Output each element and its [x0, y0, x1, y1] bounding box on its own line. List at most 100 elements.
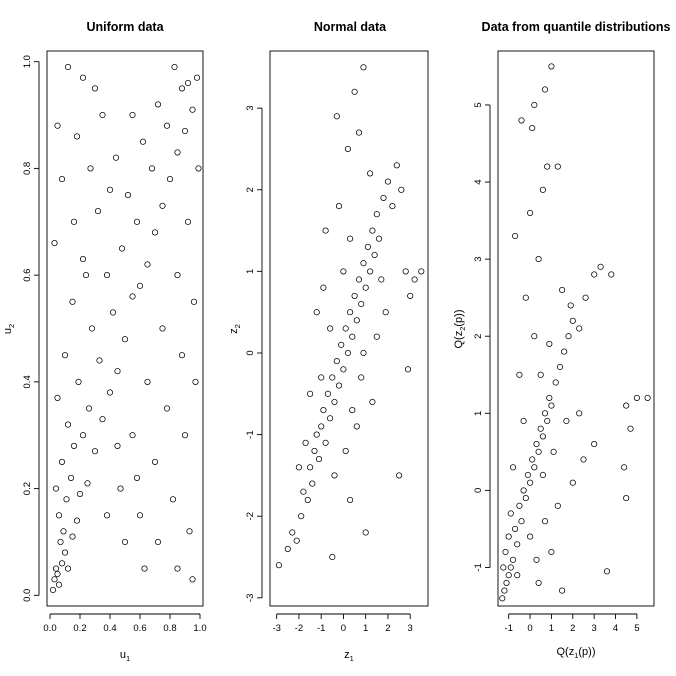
- y-tick-label: 5: [473, 102, 484, 107]
- y-axis-label-base: z: [228, 328, 240, 334]
- scatter-point: [129, 293, 136, 300]
- scatter-point: [360, 260, 367, 267]
- scatter-point: [184, 79, 192, 87]
- scatter-points: [499, 63, 651, 602]
- scatter-point: [373, 211, 380, 218]
- scatter-point: [531, 333, 538, 340]
- scatter-point: [139, 138, 147, 145]
- y-tick-label: 3: [245, 105, 256, 110]
- y-tick-label: 0.8: [22, 162, 33, 175]
- scatter-point: [57, 538, 64, 546]
- scatter-point: [163, 122, 171, 129]
- scatter-point: [75, 378, 82, 385]
- x-axis-label-base: z: [344, 649, 350, 661]
- scatter-point: [362, 529, 369, 536]
- scatter-point: [293, 537, 300, 544]
- scatter-point: [522, 294, 529, 301]
- scatter-point: [520, 487, 527, 494]
- scatter-point: [552, 379, 559, 386]
- scatter-point: [623, 402, 630, 409]
- scatter-point: [559, 286, 566, 294]
- scatter-point: [548, 402, 555, 409]
- scatter-point: [166, 176, 174, 183]
- scatter-point: [398, 186, 405, 193]
- scatter-point: [569, 317, 576, 324]
- scatter-point: [527, 209, 534, 216]
- scatter-point: [141, 565, 148, 572]
- x-tick-label: 2: [385, 623, 390, 634]
- y-axis-label-base: u: [2, 328, 14, 334]
- x-tick-label: -3: [272, 623, 280, 634]
- scatter-point: [307, 464, 314, 471]
- y-axis-label-subscript: 2: [7, 324, 16, 328]
- scatter-point: [535, 448, 542, 455]
- y-tick-label: -2: [245, 512, 256, 520]
- scatter-point: [378, 276, 385, 283]
- scatter-point: [192, 378, 199, 385]
- scatter-point: [367, 268, 374, 275]
- scatter-point: [96, 357, 103, 364]
- scatter-point: [527, 533, 534, 540]
- scatter-point: [114, 442, 121, 449]
- scatter-point: [99, 111, 106, 119]
- scatter-point: [539, 186, 546, 193]
- scatter-point: [304, 496, 311, 503]
- scatter-point: [178, 352, 186, 359]
- scatter-point: [548, 63, 555, 70]
- x-tick-label: -1: [504, 623, 512, 634]
- scatter-point: [407, 292, 414, 299]
- y-tick-label: 0.2: [22, 482, 33, 495]
- x-tick-label: 0: [341, 623, 346, 634]
- scatter-point: [91, 85, 99, 92]
- scatter-point: [174, 149, 181, 156]
- scatter-point: [518, 518, 525, 525]
- scatter-point: [144, 261, 151, 268]
- scatter-point: [533, 556, 540, 563]
- y-tick-label: 2: [245, 187, 256, 192]
- scatter-point: [621, 464, 628, 471]
- scatter-point: [529, 125, 536, 132]
- panel-quantile-distributions: Data from quantile distributions -1 0 1 2 3 4…: [453, 20, 670, 660]
- scatter-point: [73, 517, 81, 524]
- scatter-point: [367, 170, 374, 177]
- scatter-point: [320, 407, 327, 414]
- scatter-point: [500, 564, 507, 571]
- scatter-point: [52, 485, 60, 492]
- scatter-point: [541, 410, 549, 417]
- y-tick-label: 3: [473, 256, 484, 261]
- scatter-point: [347, 235, 354, 242]
- scatter-point: [85, 405, 93, 412]
- scatter-point: [340, 366, 347, 373]
- scatter-point: [347, 496, 354, 503]
- scatter-point: [151, 458, 159, 465]
- scatter-point: [275, 562, 282, 569]
- scatter-point: [340, 268, 347, 275]
- scatter-point: [550, 448, 557, 455]
- scatter-point: [580, 456, 587, 463]
- y-axis-label: u2: [2, 324, 16, 334]
- scatter-point: [315, 456, 323, 463]
- scatter-point: [344, 145, 351, 152]
- scatter-points: [275, 64, 425, 569]
- y-tick-label: 0.4: [22, 375, 33, 388]
- scatter-point: [531, 464, 538, 471]
- x-tick-label: 0.6: [133, 623, 146, 634]
- scatter-point: [148, 165, 156, 172]
- scatter-point: [159, 202, 166, 209]
- scatter-point: [512, 525, 519, 532]
- scatter-point: [404, 366, 412, 373]
- scatter-point: [539, 433, 546, 440]
- x-axis-label-base: u: [120, 649, 126, 661]
- scatter-point: [509, 556, 517, 563]
- scatter-point: [333, 358, 340, 365]
- scatter-point: [529, 456, 536, 463]
- scatter-point: [64, 421, 72, 428]
- scatter-point: [189, 576, 196, 583]
- scatter-point: [307, 390, 314, 397]
- scatter-point: [360, 64, 367, 71]
- scatter-point: [329, 553, 336, 561]
- scatter-point: [411, 276, 418, 283]
- x-tick-label: 2: [570, 623, 575, 634]
- scatter-point: [106, 186, 114, 193]
